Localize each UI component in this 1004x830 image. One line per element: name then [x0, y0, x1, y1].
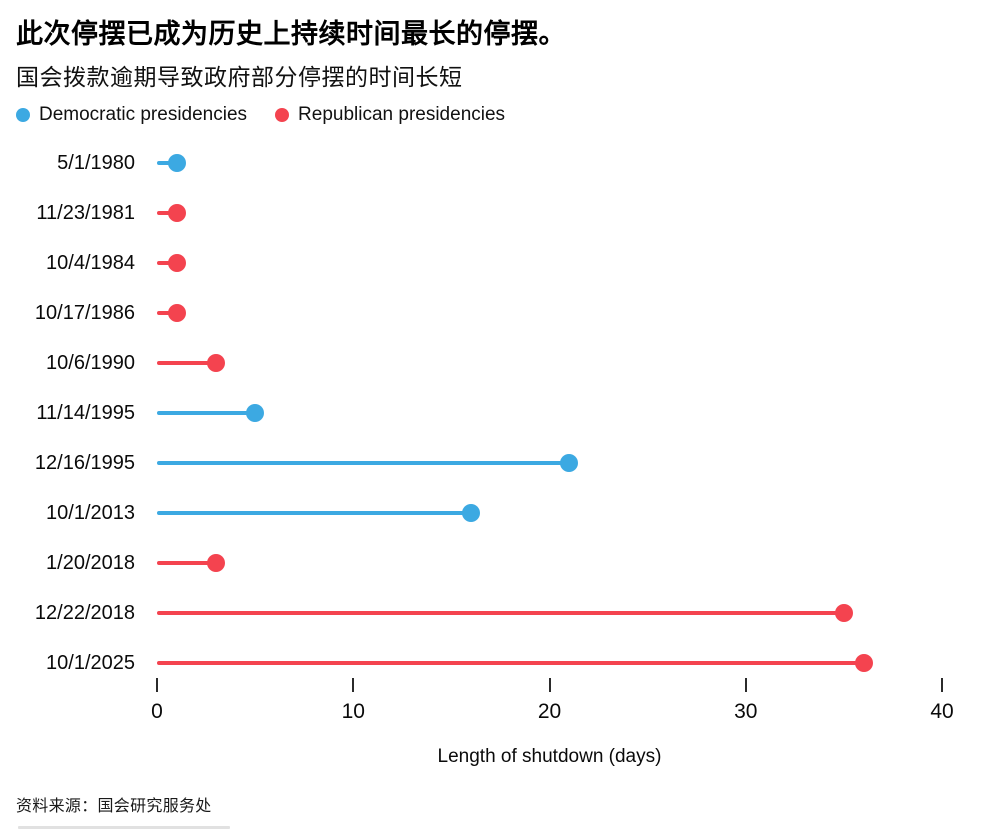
source-note: 资料来源：国会研究服务处: [16, 798, 212, 815]
row-date-label: 10/1/2025: [46, 652, 135, 674]
lollipop-stem: [157, 361, 216, 365]
lollipop-stem: [157, 161, 177, 165]
x-axis-tick-label: 20: [537, 700, 562, 723]
row-date-label: 12/16/1995: [34, 452, 135, 474]
x-axis-tick-mark: [941, 678, 943, 692]
lollipop-dot: [560, 454, 579, 472]
lollipop-stem: [157, 611, 844, 615]
lollipop-stem: [157, 661, 864, 665]
lollipop-stem: [157, 561, 216, 565]
row-date-label: 10/17/1986: [34, 302, 135, 324]
chart-row: 5/1/1980: [0, 138, 1004, 188]
chart-row: 11/23/1981: [0, 188, 1004, 238]
clipped-text-artifact: [18, 826, 230, 829]
legend-item-republican: Republican presidencies: [275, 104, 505, 126]
chart-row: 10/4/1984: [0, 238, 1004, 288]
lollipop-stem: [157, 261, 177, 265]
x-axis-tick-mark: [156, 678, 158, 692]
lollipop-dot: [246, 404, 265, 422]
x-axis-tick-mark: [548, 678, 551, 692]
lollipop-dot: [854, 654, 873, 672]
chart-row: 11/14/1995: [0, 388, 1004, 438]
chart-row: 10/1/2013: [0, 488, 1004, 538]
x-axis-tick-mark: [744, 678, 747, 692]
lollipop-dot: [834, 604, 853, 622]
lollipop-stem: [157, 411, 256, 415]
lollipop-dot: [206, 554, 225, 572]
x-axis-tick-label: 0: [151, 700, 163, 723]
row-date-label: 10/6/1990: [46, 352, 135, 374]
lollipop-stem: [157, 311, 177, 315]
legend-item-democratic: Democratic presidencies: [16, 104, 247, 126]
legend-label-democratic: Democratic presidencies: [39, 104, 248, 125]
legend-label-republican: Republican presidencies: [298, 104, 506, 125]
x-axis-tick-label: 10: [341, 700, 365, 723]
lollipop-stem: [157, 511, 471, 515]
x-axis-tick-label: 40: [930, 700, 954, 723]
democratic-dot-icon: [16, 108, 30, 122]
chart-row: 12/16/1995: [0, 438, 1004, 488]
republican-dot-icon: [275, 108, 290, 122]
chart-row: 10/6/1990: [0, 338, 1004, 388]
x-axis-tick-mark: [352, 678, 355, 692]
lollipop-stem: [157, 211, 177, 215]
row-date-label: 5/1/1980: [57, 152, 135, 174]
lollipop-dot: [167, 204, 186, 222]
row-date-label: 1/20/2018: [46, 552, 135, 574]
lollipop-dot: [462, 504, 480, 522]
chart-row: 12/22/2018: [0, 588, 1004, 638]
chart-title: 此次停摆已成为历史上持续时间最长的停摆。: [16, 19, 566, 49]
x-axis-tick-label: 30: [734, 700, 758, 723]
chart-subtitle: 国会拨款逾期导致政府部分停摆的时间长短: [16, 64, 463, 90]
legend: Democratic presidencies Republican presi…: [16, 104, 505, 126]
row-date-label: 12/22/2018: [34, 602, 135, 624]
lollipop-stem: [157, 461, 570, 465]
chart-row: 10/17/1986: [0, 288, 1004, 338]
lollipop-dot: [167, 304, 186, 322]
lollipop-dot: [167, 254, 186, 272]
lollipop-dot: [167, 154, 186, 172]
x-axis-title: Length of shutdown (days): [437, 746, 662, 767]
plot-area: 5/1/1980 11/23/1981 10/4/1984 10/17/1986 10/…: [0, 138, 1004, 688]
row-date-label: 10/4/1984: [46, 252, 135, 274]
row-date-label: 10/1/2013: [46, 502, 135, 524]
chart-row: 1/20/2018: [0, 538, 1004, 588]
lollipop-dot: [206, 354, 225, 372]
chart-row: 10/1/2025: [0, 638, 1004, 688]
row-date-label: 11/23/1981: [36, 202, 135, 224]
row-date-label: 11/14/1995: [36, 402, 135, 424]
